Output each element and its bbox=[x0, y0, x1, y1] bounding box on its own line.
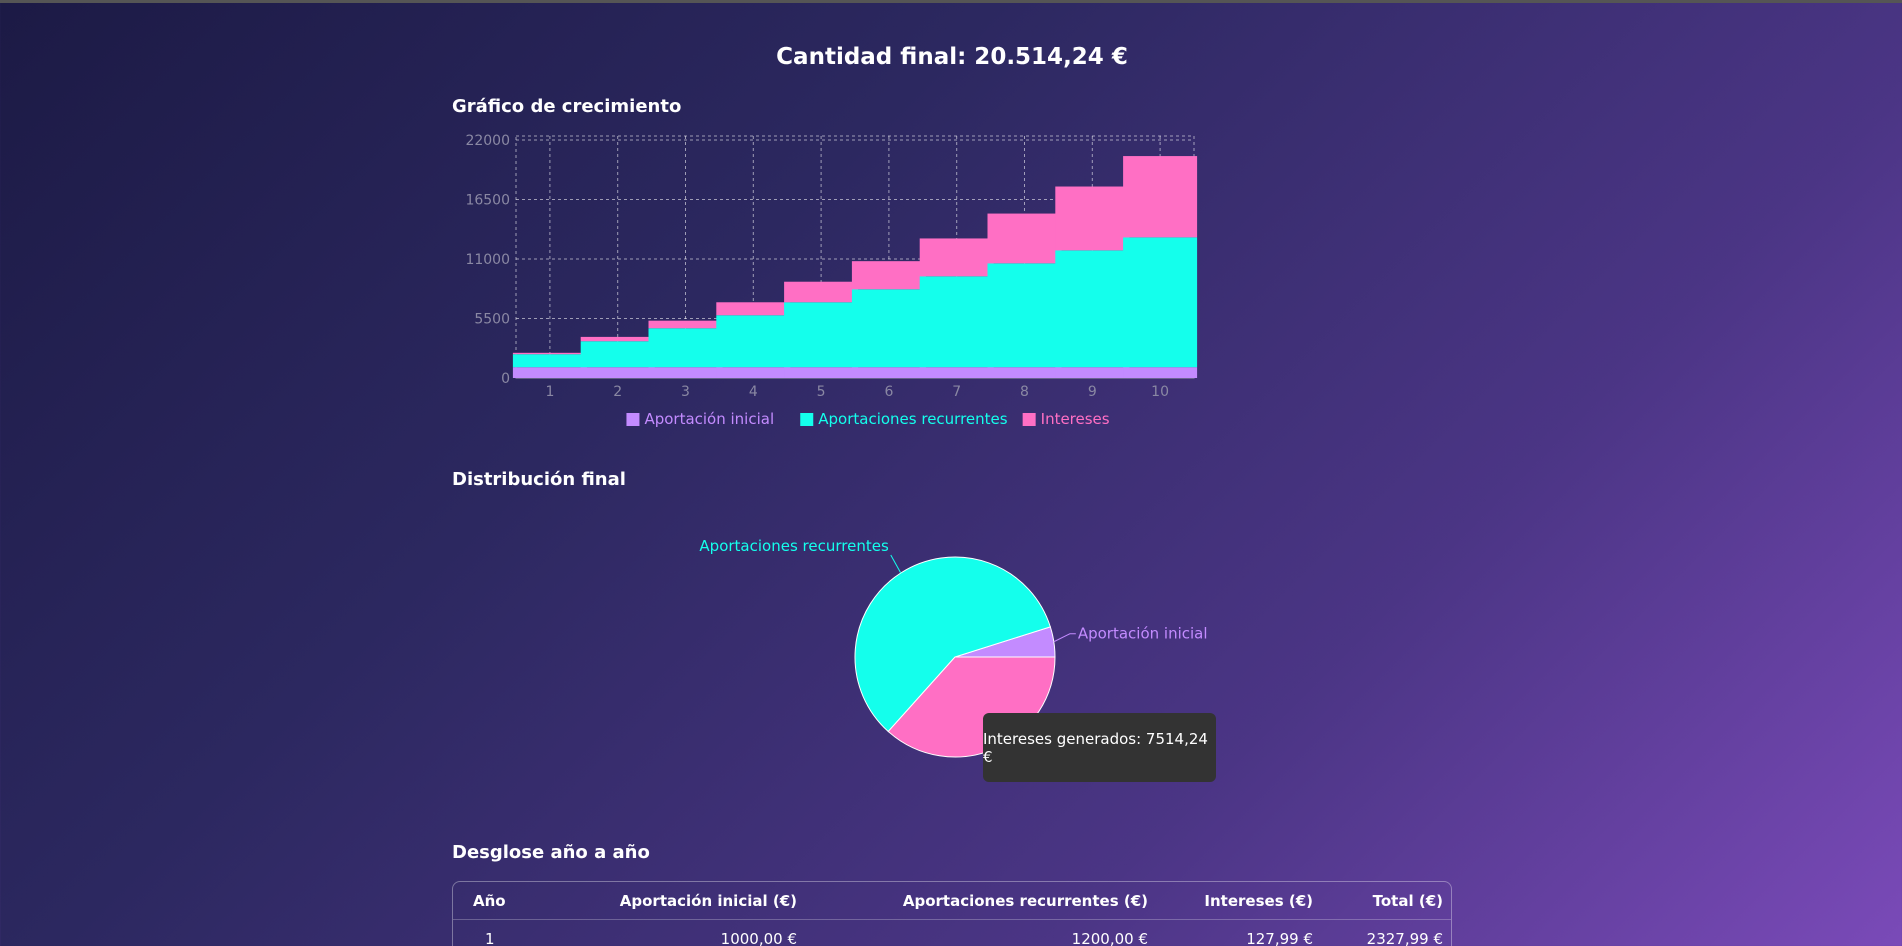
bar-segment[interactable] bbox=[1055, 250, 1130, 368]
x-tick-label: 5 bbox=[817, 384, 826, 400]
bar-segment[interactable] bbox=[1123, 237, 1198, 368]
x-tick-label: 3 bbox=[681, 384, 690, 400]
bar-segment[interactable] bbox=[1055, 186, 1130, 251]
table-row: 1 1000,00 € 1200,00 € 127,99 € 2327,99 € bbox=[453, 920, 1451, 946]
x-tick-label: 8 bbox=[1020, 384, 1029, 400]
y-tick-label: 0 bbox=[501, 371, 510, 387]
header-total: Total (€) bbox=[1372, 892, 1443, 910]
bar-segment[interactable] bbox=[919, 367, 994, 378]
cell-total: 2327,99 € bbox=[1366, 930, 1443, 946]
bar-segment[interactable] bbox=[1055, 367, 1130, 378]
pie-tooltip: Intereses generados: 7514,24 € bbox=[983, 713, 1216, 782]
pie-label: Aportaciones recurrentes bbox=[699, 537, 889, 555]
legend-swatch bbox=[800, 413, 814, 426]
legend-label: Aportación inicial bbox=[644, 410, 774, 428]
legend-swatch bbox=[1022, 413, 1036, 426]
bar-segment[interactable] bbox=[580, 336, 655, 342]
bar-segment[interactable] bbox=[716, 315, 791, 368]
bar-segment[interactable] bbox=[648, 328, 723, 368]
cell-initial: 1000,00 € bbox=[720, 930, 797, 946]
bar-segment[interactable] bbox=[851, 261, 926, 290]
bar-segment[interactable] bbox=[1123, 367, 1198, 378]
cell-year: 1 bbox=[485, 930, 495, 946]
bar-segment[interactable] bbox=[851, 367, 926, 378]
distribution-pie-chart: Aportación inicial Aportaciones recurrent… bbox=[699, 537, 1208, 758]
bar-segment[interactable] bbox=[851, 289, 926, 368]
bar-segment[interactable] bbox=[1123, 156, 1198, 238]
legend-swatch bbox=[626, 413, 640, 426]
legend-item[interactable]: Aportación inicial bbox=[626, 410, 774, 428]
bar-segment[interactable] bbox=[580, 367, 655, 378]
pie-label: Aportación inicial bbox=[1078, 625, 1208, 643]
bar-segment[interactable] bbox=[648, 320, 723, 329]
x-tick-label: 7 bbox=[952, 384, 961, 400]
x-tick-label: 2 bbox=[613, 384, 622, 400]
y-tick-label: 22000 bbox=[465, 133, 510, 149]
bar-segment[interactable] bbox=[716, 367, 791, 378]
window-top-border bbox=[0, 0, 1902, 3]
bar-segment[interactable] bbox=[512, 367, 587, 378]
cell-interest: 127,99 € bbox=[1246, 930, 1313, 946]
bar-segment[interactable] bbox=[648, 367, 723, 378]
legend-label: Intereses bbox=[1041, 410, 1110, 428]
x-tick-label: 10 bbox=[1151, 384, 1169, 400]
breakdown-table-title: Desglose año a año bbox=[452, 842, 650, 863]
breakdown-table: Año Aportación inicial (€) Aportaciones … bbox=[452, 881, 1452, 946]
header-initial: Aportación inicial (€) bbox=[619, 892, 797, 910]
bar-segment[interactable] bbox=[512, 354, 587, 368]
bar-segment[interactable] bbox=[716, 302, 791, 316]
cell-recurring: 1200,00 € bbox=[1071, 930, 1148, 946]
bar-segment[interactable] bbox=[784, 281, 859, 303]
header-interest: Intereses (€) bbox=[1204, 892, 1313, 910]
bar-segment[interactable] bbox=[987, 213, 1062, 264]
bar-segment[interactable] bbox=[919, 276, 994, 368]
y-tick-label: 16500 bbox=[465, 193, 510, 209]
legend-label: Aportaciones recurrentes bbox=[818, 410, 1008, 428]
bar-segment[interactable] bbox=[919, 238, 994, 277]
x-tick-label: 6 bbox=[884, 384, 893, 400]
growth-bar-chart: 0 5500 11000 16500 22000 1 2 3 4 5 6 7 8 9 10 Aportació… bbox=[465, 133, 1198, 428]
growth-chart-title: Gráfico de crecimiento bbox=[452, 96, 682, 117]
x-tick-label: 4 bbox=[749, 384, 758, 400]
bar-segment[interactable] bbox=[784, 367, 859, 378]
pie-label-line bbox=[1053, 633, 1076, 643]
distribution-chart-title: Distribución final bbox=[452, 469, 626, 490]
header-year: Año bbox=[473, 892, 506, 910]
bar-segment[interactable] bbox=[580, 341, 655, 368]
bar-segment[interactable] bbox=[512, 352, 587, 355]
bar-segment[interactable] bbox=[784, 302, 859, 368]
header-recurring: Aportaciones recurrentes (€) bbox=[902, 892, 1148, 910]
y-tick-label: 5500 bbox=[474, 312, 510, 328]
bar-segment[interactable] bbox=[987, 367, 1062, 378]
pie-label-line bbox=[890, 554, 902, 574]
legend-item[interactable]: Intereses bbox=[1022, 410, 1110, 428]
x-tick-label: 9 bbox=[1088, 384, 1097, 400]
legend-item[interactable]: Aportaciones recurrentes bbox=[800, 410, 1008, 428]
pie-slice[interactable] bbox=[854, 556, 1051, 733]
table-header-row: Año Aportación inicial (€) Aportaciones … bbox=[453, 882, 1451, 920]
x-tick-label: 1 bbox=[545, 384, 554, 400]
y-tick-label: 11000 bbox=[465, 252, 510, 268]
final-amount-heading: Cantidad final: 20.514,24 € bbox=[776, 44, 1128, 70]
bar-segment[interactable] bbox=[987, 263, 1062, 368]
pie-tooltip-text: Intereses generados: 7514,24 € bbox=[983, 729, 1208, 766]
